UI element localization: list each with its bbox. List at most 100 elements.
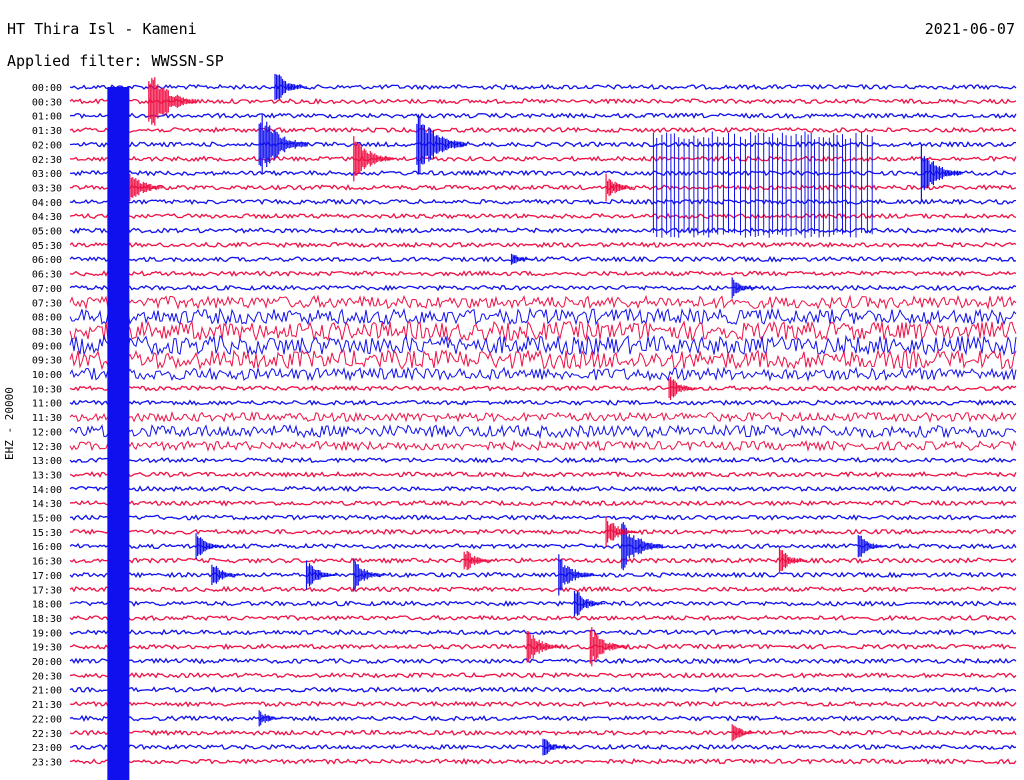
trace-row-0600 <box>69 255 1017 263</box>
row-time-label: 09:30 <box>32 356 62 367</box>
trace-row-0030 <box>69 97 1017 105</box>
row-time-label: 23:00 <box>32 743 62 754</box>
row-time-label: 23:30 <box>32 757 62 768</box>
date-label: 2021-06-07 <box>924 20 1015 38</box>
event-mark <box>148 77 198 126</box>
row-time-label: 00:30 <box>32 97 62 108</box>
trace-row-0800 <box>69 307 1017 326</box>
trace-row-2130 <box>69 700 1017 708</box>
trace-row-1800 <box>69 600 1017 608</box>
trace-row-2100 <box>69 686 1017 694</box>
row-time-label: 18:00 <box>32 600 62 611</box>
row-time-label: 10:30 <box>32 384 62 395</box>
trace-row-0230 <box>69 155 1017 163</box>
event-mark <box>510 253 534 265</box>
trace-row-0700 <box>69 284 1017 292</box>
row-time-label: 12:30 <box>32 442 62 453</box>
event-mark <box>605 173 634 202</box>
event-mark <box>558 554 594 596</box>
trace-row-1000 <box>69 366 1017 382</box>
row-time-label: 20:30 <box>32 671 62 682</box>
trace-row-0730 <box>69 294 1017 311</box>
event-mark <box>258 710 283 727</box>
trace-row-2200 <box>69 714 1017 723</box>
trace-row-1200 <box>69 424 1017 440</box>
row-time-label: 04:00 <box>32 198 62 209</box>
trace-row-0630 <box>69 270 1017 278</box>
event-mark <box>778 547 808 574</box>
row-time-label: 21:00 <box>32 686 62 697</box>
trace-row-1500 <box>69 514 1017 521</box>
row-time-label: 11:30 <box>32 413 62 424</box>
row-time-label: 09:00 <box>32 341 62 352</box>
row-time-label: 22:30 <box>32 729 62 740</box>
event-mark <box>258 114 308 175</box>
row-time-label: 06:30 <box>32 270 62 281</box>
event-mark <box>605 516 637 547</box>
row-time-label: 15:00 <box>32 514 62 525</box>
trace-row-1930 <box>69 643 1017 651</box>
row-time-label: 15:30 <box>32 528 62 539</box>
row-time-label: 07:30 <box>32 298 62 309</box>
trace-row-0130 <box>69 126 1017 134</box>
trace-row-2230 <box>69 729 1017 737</box>
row-time-label: 08:30 <box>32 327 62 338</box>
row-time-label: 08:00 <box>32 313 62 324</box>
trace-row-0200 <box>69 140 1016 148</box>
row-time-label: 10:00 <box>32 370 62 381</box>
row-time-label: 12:00 <box>32 427 62 438</box>
event-mark <box>416 114 467 175</box>
row-time-label: 16:00 <box>32 542 62 553</box>
trace-row-0300 <box>69 169 1017 177</box>
trace-row-1030 <box>69 384 1017 393</box>
event-mark <box>274 73 308 101</box>
row-time-label: 22:00 <box>32 714 62 725</box>
trace-row-1830 <box>69 614 1017 622</box>
trace-row-0430 <box>69 212 1017 220</box>
event-mark <box>731 277 757 299</box>
row-time-label: 03:30 <box>32 183 62 194</box>
event-mark <box>542 738 568 756</box>
trace-row-1530 <box>69 528 1017 536</box>
row-time-label: 17:30 <box>32 585 62 596</box>
row-time-label: 02:30 <box>32 155 62 166</box>
row-time-label: 07:00 <box>32 284 62 295</box>
trace-row-0900 <box>69 334 1017 357</box>
row-time-label: 11:00 <box>32 399 62 410</box>
row-time-label: 04:30 <box>32 212 62 223</box>
row-time-label: 05:00 <box>32 227 62 238</box>
event-mark <box>857 535 886 558</box>
event-mark <box>526 630 561 663</box>
trace-row-1700 <box>69 571 1017 579</box>
trace-row-1730 <box>69 585 1017 593</box>
event-mark <box>195 533 224 560</box>
row-time-label: 01:00 <box>32 112 62 123</box>
event-mark <box>211 564 240 585</box>
event-mark <box>353 558 385 592</box>
trace-row-1430 <box>69 499 1017 507</box>
row-time-label: 21:30 <box>32 700 62 711</box>
event-mark <box>463 551 492 571</box>
saturated-event-column <box>107 87 130 780</box>
row-time-label: 18:30 <box>32 614 62 625</box>
row-time-label: 14:30 <box>32 499 62 510</box>
row-time-label: 17:00 <box>32 571 62 582</box>
trace-row-0400 <box>69 198 1017 206</box>
trace-row-0500 <box>69 226 1017 235</box>
tremor-burst <box>652 131 873 239</box>
row-time-label: 19:00 <box>32 628 62 639</box>
filter-label: Applied filter: WWSSN-SP <box>7 52 224 70</box>
trace-row-1330 <box>69 471 1017 478</box>
trace-row-1100 <box>69 399 1017 406</box>
event-mark <box>573 590 606 617</box>
trace-row-2030 <box>69 671 1017 679</box>
row-time-label: 05:30 <box>32 241 62 252</box>
row-time-label: 03:00 <box>32 169 62 180</box>
trace-row-2330 <box>69 757 1017 766</box>
trace-row-0100 <box>69 112 1017 120</box>
trace-row-2000 <box>69 657 1017 665</box>
trace-row-0830 <box>69 320 1017 342</box>
trace-row-1300 <box>69 456 1017 464</box>
row-time-label: 16:30 <box>32 557 62 568</box>
